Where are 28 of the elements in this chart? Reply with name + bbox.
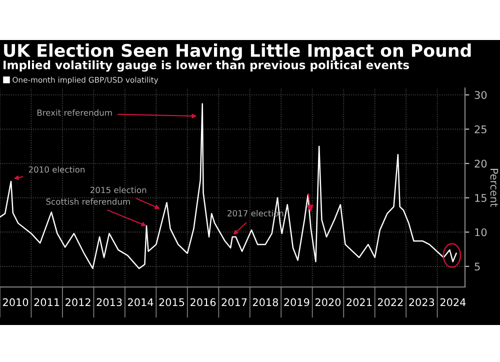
y-tick-label: 5	[474, 262, 480, 271]
x-tick-label: 2017	[222, 298, 247, 306]
x-tick-label: 2021	[346, 298, 372, 306]
y-tick-label: 15	[475, 194, 486, 202]
x-tick-label: 2023	[409, 298, 434, 306]
x-tick-label: 2019	[284, 298, 310, 306]
x-tick-label: 2022	[378, 298, 403, 306]
y-tick-label: 10	[475, 228, 487, 236]
y-tick-label: 20	[474, 160, 487, 168]
x-tick-label: 2016	[190, 298, 216, 306]
chart-title: UK Election Seen Having Little Impact on Pound	[4, 44, 471, 60]
chart-subtitle: Implied volatility gauge is lower than previous political events	[4, 60, 410, 72]
y-axis-title: Percent	[490, 168, 498, 207]
x-tick-label: 2020	[315, 298, 341, 306]
y-tick-label: 30	[474, 91, 487, 99]
x-tick-label: 2015	[159, 298, 184, 306]
x-tick-label: 2012	[66, 298, 90, 306]
annotation: Brexit referendum	[37, 109, 112, 116]
x-tick-label: 2013	[96, 298, 122, 306]
annotation: 2010 election	[28, 166, 85, 173]
y-tick-label: 25	[474, 125, 486, 134]
x-tick-label: 2010	[3, 298, 28, 306]
x-tick-label: 2014	[128, 298, 154, 306]
x-tick-label: 2024	[440, 298, 466, 306]
x-tick-label: 2011	[34, 298, 60, 306]
x-tick-label: 2018	[252, 298, 278, 306]
annotation: Scottish referendum	[46, 198, 130, 205]
annotation: 2015 election	[90, 186, 146, 194]
